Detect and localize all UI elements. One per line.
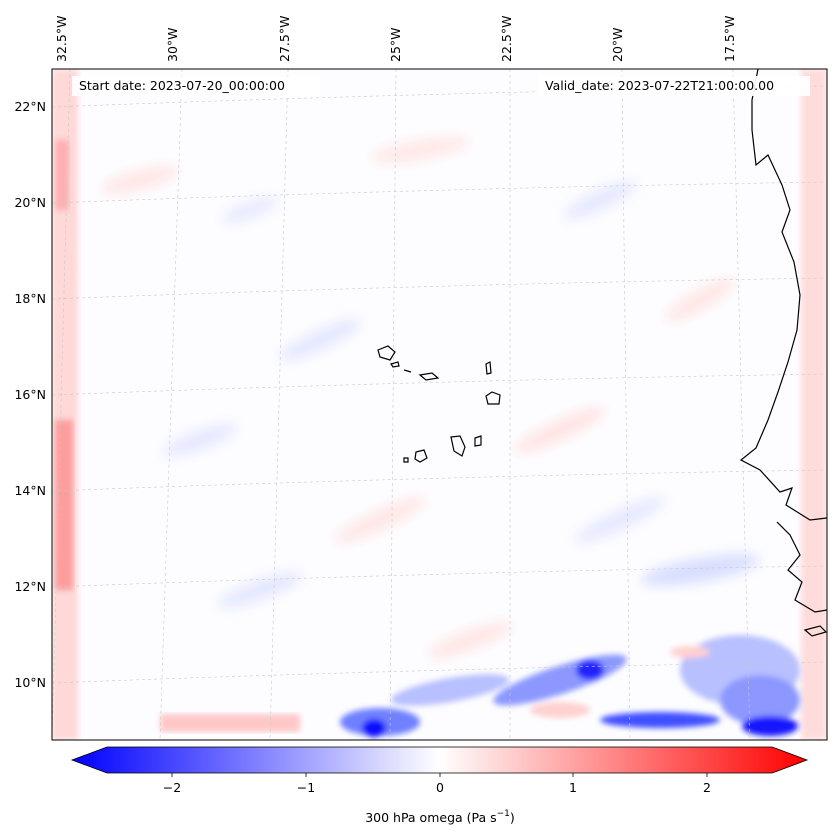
lon-label: 32.5°W xyxy=(54,16,69,62)
lat-label: 20°N xyxy=(14,195,46,210)
colorbar-title-sup: −1 xyxy=(497,809,510,819)
lat-label: 12°N xyxy=(14,579,46,594)
lat-label: 18°N xyxy=(14,291,46,306)
lon-label: 25°W xyxy=(388,27,403,62)
south-edge-band xyxy=(160,714,300,732)
lon-label: 22.5°W xyxy=(499,16,514,62)
colorbar-title-end: ) xyxy=(510,810,515,825)
omega-field-patches xyxy=(101,136,760,659)
colorbar-tick-label: −1 xyxy=(297,780,315,795)
colorbar-ticks xyxy=(171,773,708,777)
west-edge-band-strong xyxy=(55,140,69,210)
west-edge-band-strong xyxy=(55,420,73,590)
lat-label: 14°N xyxy=(14,483,46,498)
lon-label: 17.5°W xyxy=(722,16,737,62)
lat-label: 16°N xyxy=(14,387,46,402)
cape-verde-islands xyxy=(377,345,501,463)
lon-label: 27.5°W xyxy=(277,16,292,62)
colorbar-bar xyxy=(70,746,809,774)
colorbar-title: 300 hPa omega (Pa s−1) xyxy=(365,809,515,825)
colorbar-tick-label: 1 xyxy=(569,780,577,795)
longitude-labels: 32.5°W 30°W 27.5°W 25°W 22.5°W 20°W 17.5… xyxy=(54,16,737,62)
lon-label: 20°W xyxy=(610,27,625,62)
colorbar-title-main: 300 hPa omega (Pa s xyxy=(365,810,496,825)
coastline xyxy=(739,69,827,637)
map-panel: Start date: 2023-07-20_00:00:00 Valid_da… xyxy=(52,69,827,740)
start-date-box xyxy=(72,76,320,96)
start-date-label: Start date: 2023-07-20_00:00:00 xyxy=(79,78,285,93)
colorbar-tick-label: 0 xyxy=(436,780,444,795)
lat-label: 22°N xyxy=(14,99,46,114)
lat-label: 10°N xyxy=(14,675,46,690)
east-edge-band xyxy=(801,69,827,740)
colorbar: −2 −1 0 1 2 300 hPa omega (Pa s−1) xyxy=(70,746,809,825)
colorbar-tick-label: −2 xyxy=(163,780,181,795)
lon-label: 30°W xyxy=(165,27,180,62)
map-background xyxy=(52,69,827,740)
valid-date-box xyxy=(538,76,810,96)
colorbar-tick-label: 2 xyxy=(703,780,711,795)
map-frame xyxy=(51,68,828,741)
latitude-labels: 22°N 20°N 18°N 16°N 14°N 12°N 10°N xyxy=(14,99,46,690)
gridlines xyxy=(52,69,827,740)
valid-date-label: Valid_date: 2023-07-22T21:00:00.00 xyxy=(545,78,774,93)
